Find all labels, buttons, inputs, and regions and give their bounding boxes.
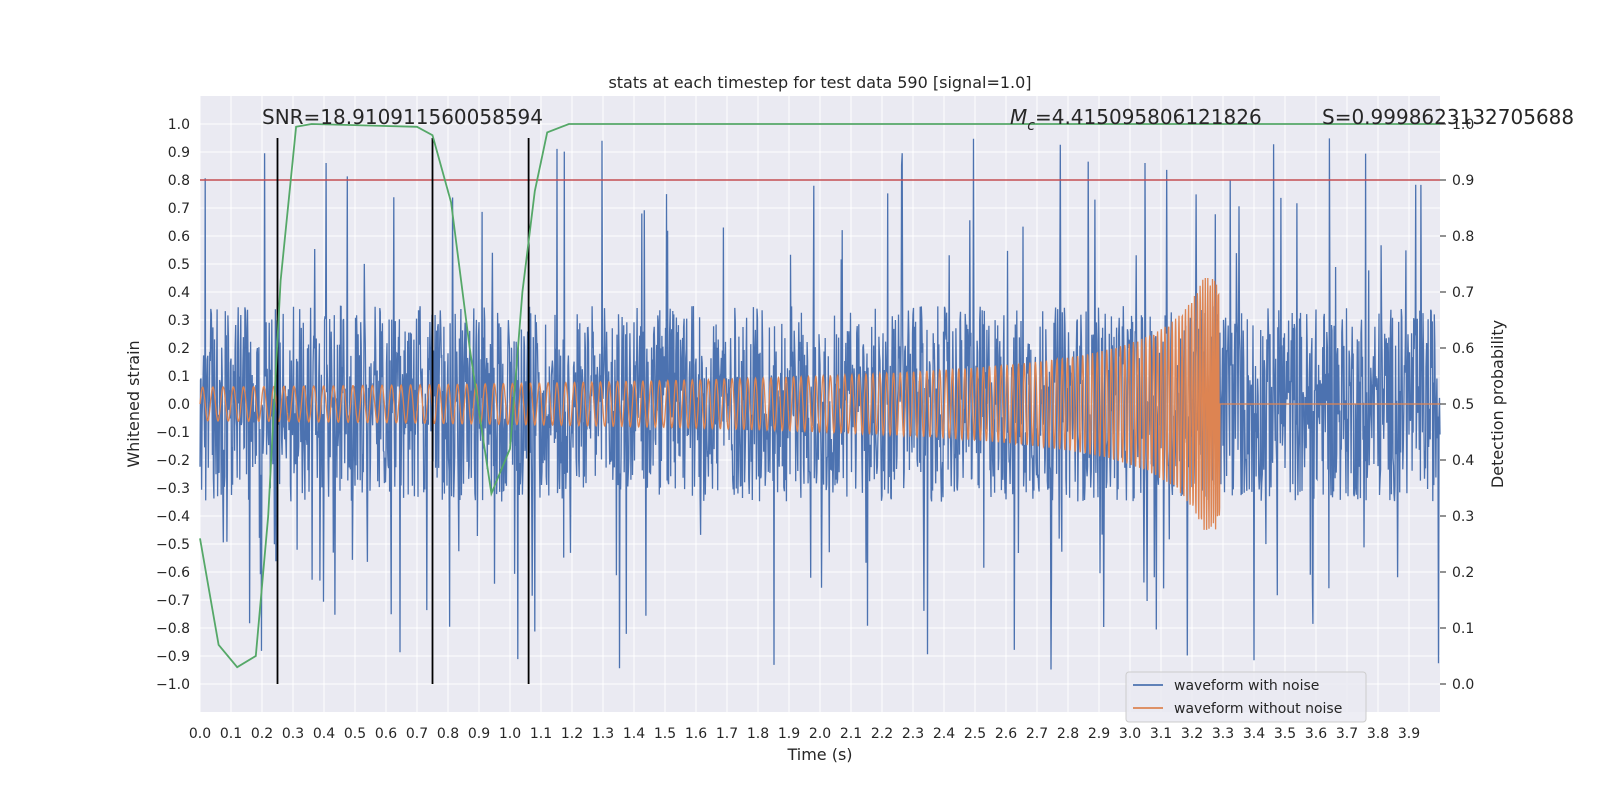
x-tick-label: 1.4 (623, 726, 645, 742)
s-annotation: S=0.9998623132705688 (1322, 105, 1574, 129)
y-tick-label: −1.0 (156, 677, 190, 693)
x-tick-label: 1.5 (654, 726, 676, 742)
x-tick-label: 0.3 (282, 726, 304, 742)
x-tick-label: 0.2 (251, 726, 273, 742)
x-tick-label: 1.8 (747, 726, 769, 742)
y-tick-label: 0.2 (168, 341, 190, 357)
y-tick-label: −0.3 (156, 481, 190, 497)
y-tick-label: −0.8 (156, 621, 190, 637)
y-right-axis-label: Detection probability (1488, 320, 1507, 488)
x-tick-label: 2.7 (1026, 726, 1048, 742)
x-axis-label: Time (s) (786, 745, 852, 764)
y-right-tick-label: 0.0 (1452, 677, 1474, 693)
x-tick-label: 0.0 (189, 726, 211, 742)
y-right-tick-labels: 1.0 0.9 0.8 0.7 0.6 0.5 0.4 0.3 0.2 0.1 0.0 (1440, 117, 1474, 693)
y-tick-label: −0.4 (156, 509, 190, 525)
x-tick-label: 3.3 (1212, 726, 1234, 742)
x-tick-label: 2.5 (964, 726, 986, 742)
y-right-tick-label: 0.5 (1452, 397, 1474, 413)
chirp-mass-symbol: M (1010, 105, 1027, 129)
x-tick-label: 1.2 (561, 726, 583, 742)
chart-title: stats at each timestep for test data 590… (608, 73, 1031, 92)
x-tick-label: 3.5 (1274, 726, 1296, 742)
y-tick-label: 0.3 (168, 313, 190, 329)
legend-label-noise: waveform with noise (1174, 678, 1319, 694)
x-tick-label: 1.1 (530, 726, 552, 742)
legend-box (1125, 671, 1367, 723)
y-right-tick-label: 0.1 (1452, 621, 1474, 637)
y-tick-labels: 1.0 0.9 0.8 0.7 0.6 0.5 0.4 0.3 0.2 0.1 0.0 −0.1 −0.… (156, 117, 190, 693)
y-tick-label: 0.9 (168, 145, 190, 161)
y-axis-label: Whitened strain (124, 340, 143, 467)
y-tick-label: −0.5 (156, 537, 190, 553)
clean-waveform-line (199, 277, 1440, 530)
y-tick-label: −0.2 (156, 453, 190, 469)
y-tick-label: −0.1 (156, 425, 190, 441)
x-tick-label: 2.4 (933, 726, 955, 742)
x-tick-label: 3.4 (1243, 726, 1265, 742)
noise-waveform-line (199, 138, 1441, 670)
x-tick-label: 1.0 (499, 726, 521, 742)
y-right-tick-label: 0.2 (1452, 565, 1474, 581)
y-right-tick-label: 1.0 (1452, 117, 1474, 133)
y-right-tick-label: 0.9 (1452, 173, 1474, 189)
y-tick-label: −0.7 (156, 593, 190, 609)
y-tick-label: 0.7 (168, 201, 190, 217)
snr-annotation: SNR=18.910911560058594 (262, 105, 543, 129)
x-tick-label: 0.9 (468, 726, 490, 742)
y-tick-label: −0.6 (156, 565, 190, 581)
x-tick-label: 3.1 (1150, 726, 1172, 742)
x-tick-label: 2.2 (871, 726, 893, 742)
detection-probability-line (199, 123, 1440, 669)
x-tick-label: 1.3 (592, 726, 614, 742)
x-tick-label: 0.6 (375, 726, 397, 742)
x-tick-label: 2.0 (809, 726, 831, 742)
series-waveform-without-noise (199, 277, 1440, 530)
x-tick-label: 0.8 (437, 726, 459, 742)
x-tick-labels: 0.0 0.1 0.2 0.3 0.4 0.5 0.6 0.7 0.8 0.9 1.0 1.1 1.2 1… (189, 726, 1420, 742)
x-tick-label: 3.2 (1181, 726, 1203, 742)
chirp-mass-value: =4.415095806121826 (1035, 105, 1262, 129)
y-tick-label: 0.1 (168, 369, 190, 385)
y-right-tick-label: 0.8 (1452, 229, 1474, 245)
y-tick-label: −0.9 (156, 649, 190, 665)
chirp-mass-annotation: Mc=4.415095806121826 (1010, 105, 1262, 134)
x-tick-label: 1.6 (685, 726, 707, 742)
x-tick-label: 3.7 (1336, 726, 1358, 742)
legend-label-clean: waveform without noise (1174, 701, 1342, 717)
y-tick-label: 0.8 (168, 173, 190, 189)
y-tick-label: 1.0 (168, 117, 190, 133)
x-tick-label: 3.6 (1305, 726, 1327, 742)
x-tick-label: 0.4 (313, 726, 335, 742)
x-tick-label: 0.1 (220, 726, 242, 742)
x-tick-label: 2.6 (995, 726, 1017, 742)
y-right-tick-label: 0.6 (1452, 341, 1474, 357)
y-tick-label: 0.0 (168, 397, 190, 413)
y-tick-label: 0.6 (168, 229, 190, 245)
x-tick-label: 2.3 (902, 726, 924, 742)
x-tick-label: 3.9 (1398, 726, 1420, 742)
chirp-mass-subscript: c (1027, 118, 1035, 134)
x-tick-label: 2.9 (1088, 726, 1110, 742)
x-tick-label: 2.8 (1057, 726, 1079, 742)
y-right-tick-label: 0.7 (1452, 285, 1474, 301)
x-tick-label: 0.7 (406, 726, 428, 742)
x-tick-label: 2.1 (840, 726, 862, 742)
y-right-tick-label: 0.3 (1452, 509, 1474, 525)
x-tick-label: 3.8 (1367, 726, 1389, 742)
x-tick-label: 3.0 (1119, 726, 1141, 742)
series-waveform-with-noise (199, 138, 1441, 670)
y-tick-label: 0.5 (168, 257, 190, 273)
x-tick-label: 0.5 (344, 726, 366, 742)
vertical-markers (276, 138, 530, 684)
y-tick-label: 0.4 (168, 285, 190, 301)
x-tick-label: 1.7 (716, 726, 738, 742)
series-detection-probability (199, 123, 1440, 669)
y-right-tick-label: 0.4 (1452, 453, 1474, 469)
x-tick-label: 1.9 (778, 726, 800, 742)
legend: waveform with noise waveform without noi… (1125, 671, 1367, 723)
